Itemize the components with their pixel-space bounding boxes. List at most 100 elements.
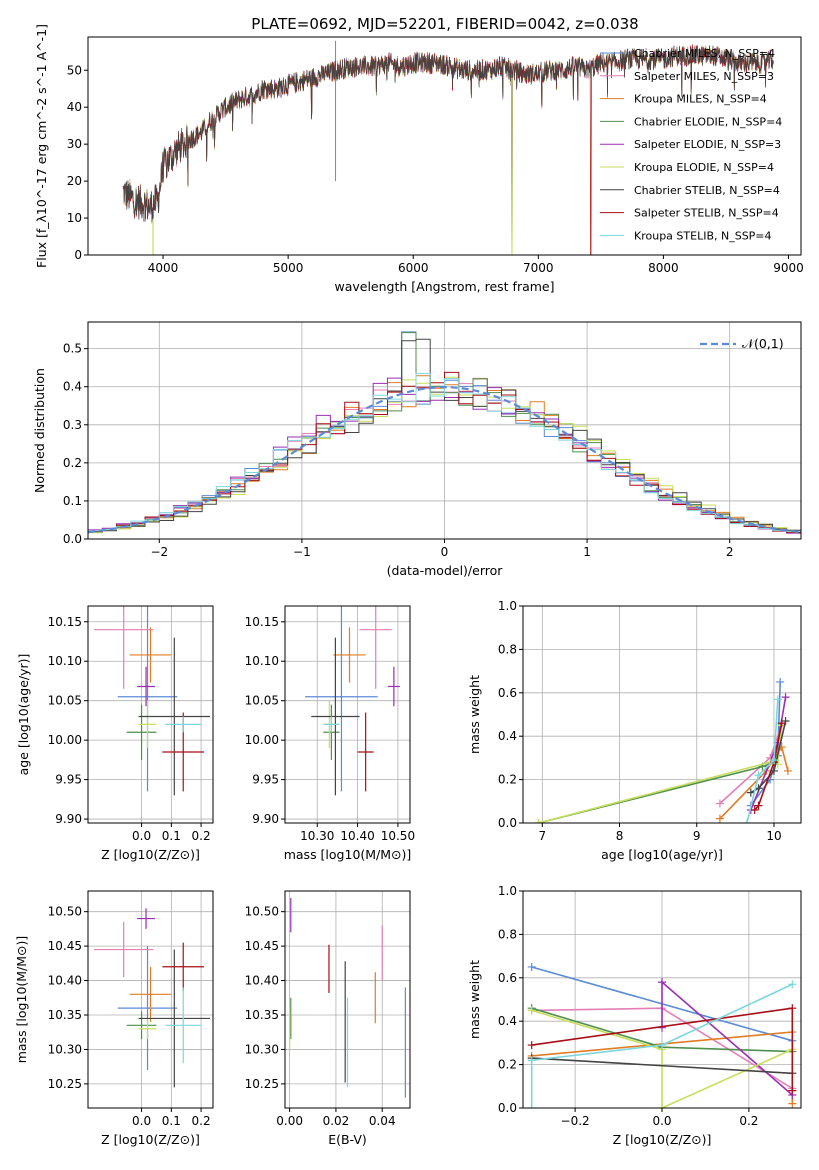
mass-weight-line-salpeter-stelib xyxy=(754,723,783,811)
x-axis-label: Z [log10(Z/Z⊙)] xyxy=(101,1132,200,1147)
errorbar-chabrier-stelib xyxy=(138,637,211,796)
errorbar-kroupa-stelib xyxy=(165,987,202,1064)
y-tick-label: 0.2 xyxy=(63,456,82,470)
x-tick-label: 10 xyxy=(766,829,781,843)
y-tick-label: 9.90 xyxy=(252,812,279,826)
y-axis-label: mass weight xyxy=(467,675,482,754)
histogram-step-kroupa-stelib xyxy=(88,372,801,539)
y-tick-label: 10.45 xyxy=(245,939,279,953)
y-tick-label: 0.0 xyxy=(63,532,82,546)
y-tick-label: 10.50 xyxy=(245,905,279,919)
x-tick-label: 7000 xyxy=(523,261,554,275)
x-tick-label: 0 xyxy=(441,545,449,559)
errorbar-chabrier-elodie xyxy=(126,704,157,760)
y-tick-label: 0.2 xyxy=(498,1058,517,1072)
y-axis-label: mass [log10(M/M⊙)] xyxy=(14,936,29,1064)
plot-area xyxy=(534,677,792,823)
x-tick-label: 0.00 xyxy=(276,1114,303,1128)
errorbar-chabrier-miles xyxy=(305,606,378,792)
y-tick-label: 10.50 xyxy=(48,905,82,919)
legend-entry: Chabrier STELIB, N_SSP=4 xyxy=(634,184,780,197)
x-tick-label: 10.40 xyxy=(340,829,374,843)
y-axis-label: mass weight xyxy=(467,960,482,1039)
plot-area xyxy=(305,606,400,796)
y-tick-label: 10.15 xyxy=(48,615,82,629)
data-point-marker xyxy=(754,771,763,780)
x-axis-label: Z [log10(Z/Z⊙)] xyxy=(613,1132,712,1147)
plot-area xyxy=(527,962,797,1108)
x-tick-label: 6000 xyxy=(398,261,429,275)
errorbar-kroupa-miles xyxy=(129,966,172,1022)
errorbar-kroupa-miles xyxy=(129,627,172,683)
errorbar-chabrier-stelib xyxy=(138,949,211,1088)
data-point-marker xyxy=(769,756,778,765)
y-tick-label: 9.95 xyxy=(55,773,82,787)
axes-frame xyxy=(87,321,802,540)
data-point-marker xyxy=(527,962,536,971)
data-point-marker xyxy=(788,1004,797,1013)
errorbar-salpeter-stelib xyxy=(162,942,205,991)
errorbar-salpeter-stelib xyxy=(357,712,374,792)
x-tick-label: −2 xyxy=(150,545,168,559)
y-tick-label: 30 xyxy=(67,137,82,151)
legend-entry: Kroupa MILES, N_SSP=4 xyxy=(634,93,767,106)
data-point-marker xyxy=(527,1056,536,1065)
plot-area xyxy=(93,606,211,796)
age-vs-mass-panel: 10.30 10.40 10.50 9.90 9.95 10.00 10.05 10.10 10… xyxy=(245,605,415,862)
data-point-marker xyxy=(754,801,763,810)
plot-area xyxy=(289,897,406,1098)
data-point-marker xyxy=(776,677,785,686)
legend-entry: 𝒩(0,1) xyxy=(742,336,784,351)
x-axis-label: E(B-V) xyxy=(328,1132,367,1147)
data-point-marker xyxy=(534,819,543,823)
x-tick-label: 9000 xyxy=(773,261,804,275)
legend-entry: Chabrier MILES, N_SSP=4 xyxy=(634,47,775,60)
legend-entry: Kroupa STELIB, N_SSP=4 xyxy=(634,229,772,242)
errorbar-salpeter-elodie xyxy=(137,908,155,929)
x-tick-label: 10.30 xyxy=(300,829,334,843)
data-point-marker xyxy=(788,1099,797,1108)
y-tick-label: 10.25 xyxy=(245,1077,279,1091)
y-tick-label: 10.10 xyxy=(245,654,279,668)
errorbar-kroupa-stelib xyxy=(165,716,202,733)
mass-weight-line-chabrier-stelib xyxy=(531,1057,793,1075)
y-tick-label: 10.35 xyxy=(245,1008,279,1022)
y-tick-label: 0 xyxy=(74,248,82,262)
x-tick-label: 0.2 xyxy=(192,829,211,843)
errorbar-salpeter-elodie xyxy=(137,666,155,707)
data-point-marker xyxy=(788,1086,797,1095)
x-tick-label: 8000 xyxy=(648,261,679,275)
axes-frame xyxy=(284,890,411,1109)
data-point-marker xyxy=(658,1041,666,1050)
legend-entry: Salpeter ELODIE, N_SSP=3 xyxy=(634,138,781,151)
x-tick-label: 2 xyxy=(726,545,734,559)
x-tick-label: 0.02 xyxy=(323,1114,350,1128)
x-tick-label: 5000 xyxy=(273,261,304,275)
errorbar-kroupa-elodie xyxy=(138,700,157,749)
data-point-marker xyxy=(715,799,724,808)
legend-entry: Salpeter MILES, N_SSP=3 xyxy=(634,70,774,83)
data-point-marker xyxy=(750,805,759,814)
data-point-marker xyxy=(527,1006,536,1015)
x-tick-label: 8 xyxy=(616,829,624,843)
y-tick-label: 0.0 xyxy=(498,816,517,830)
errorbar-chabrier-miles xyxy=(117,946,178,1071)
data-point-marker xyxy=(783,766,792,775)
x-tick-label: −1 xyxy=(293,545,311,559)
massweight-vs-z-panel: −0.2 0.0 0.2 0.0 0.2 0.4 0.6 0.8 1.0 Z [log10(Z/Z… xyxy=(467,884,802,1147)
data-point-marker xyxy=(658,978,666,987)
y-tick-label: 40 xyxy=(67,100,82,114)
y-tick-label: 0.4 xyxy=(498,1014,517,1028)
spectrum-panel: 4000 5000 6000 7000 8000 9000 0 10 20 30 40 50 wavel… xyxy=(34,24,804,294)
y-tick-label: 10.00 xyxy=(245,733,279,747)
y-tick-label: 10.35 xyxy=(48,1008,82,1022)
y-tick-label: 0.3 xyxy=(63,418,82,432)
axes-frame xyxy=(284,605,411,824)
mass-weight-line-kroupa-elodie xyxy=(531,1009,793,1108)
errorbar-chabrier-elodie xyxy=(126,1011,157,1040)
y-tick-label: 1.0 xyxy=(498,884,517,898)
mass-weight-line-kroupa-elodie xyxy=(538,725,783,823)
y-tick-label: 0.6 xyxy=(498,971,517,985)
y-tick-label: 0.4 xyxy=(498,729,517,743)
mass-vs-z-panel: 0.0 0.1 0.2 10.25 10.30 10.35 10.40 10.45 10.50 Z… xyxy=(14,890,214,1147)
